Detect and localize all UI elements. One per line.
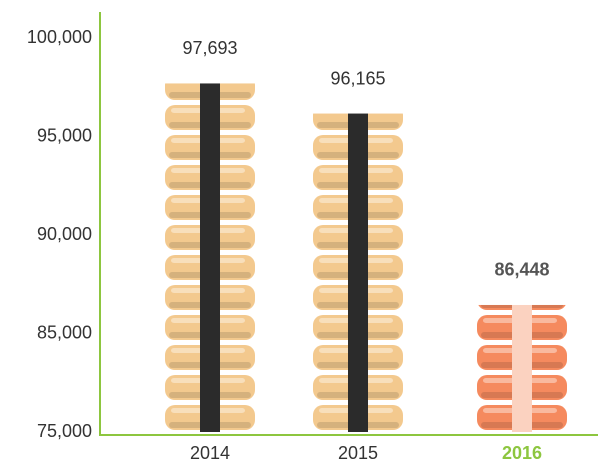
y-tick-label: 95,000 [37,125,92,145]
x-tick-label: 2016 [502,443,542,463]
y-tick-label: 75,000 [37,421,92,441]
x-tick-label: 2014 [190,443,230,463]
value-label: 97,693 [182,38,237,58]
y-tick-label: 100,000 [27,27,92,47]
y-tick-label: 90,000 [37,224,92,244]
x-tick-label: 2015 [338,443,378,463]
bar [163,83,257,432]
bar [475,304,569,432]
value-label: 96,165 [330,68,385,88]
bar [311,113,405,432]
y-tick-label: 85,000 [37,322,92,342]
value-label: 86,448 [494,260,549,280]
